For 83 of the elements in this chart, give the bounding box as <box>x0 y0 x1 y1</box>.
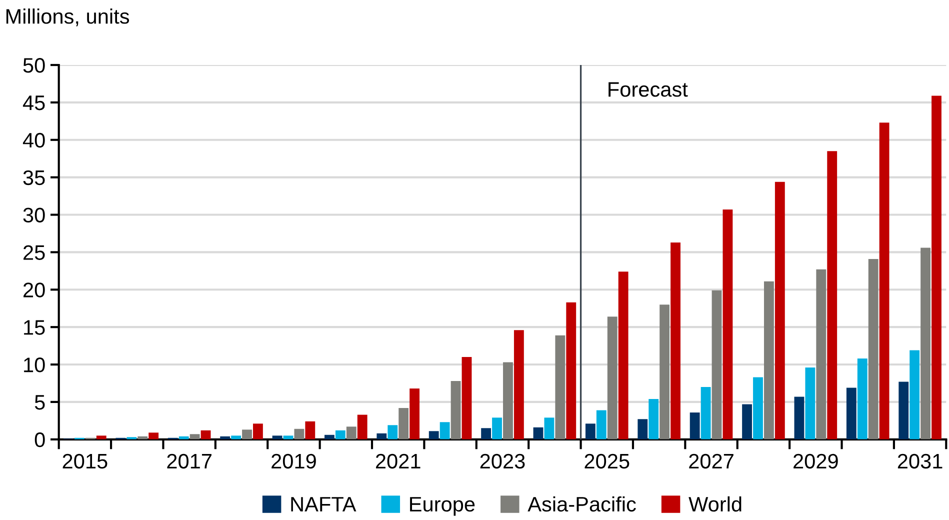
bar <box>618 272 628 440</box>
bar <box>638 419 648 440</box>
bar <box>794 396 804 440</box>
x-tick-label: 2021 <box>376 454 420 469</box>
bar <box>324 434 334 440</box>
bar <box>190 434 200 440</box>
bar <box>242 430 252 440</box>
bar <box>566 302 576 440</box>
bar <box>742 404 752 440</box>
bar <box>816 269 826 440</box>
bar <box>462 357 472 440</box>
bar <box>607 316 618 440</box>
bar <box>722 210 733 440</box>
bar <box>648 398 659 440</box>
bar <box>200 430 211 440</box>
bar <box>544 418 554 440</box>
y-tick-label: 0 <box>34 432 45 448</box>
x-tick-label: 2017 <box>167 454 212 469</box>
bar <box>774 182 785 440</box>
bar <box>148 432 159 440</box>
bar <box>533 427 544 440</box>
bar <box>596 410 606 440</box>
bar <box>753 377 763 440</box>
y-tick-label: 40 <box>22 132 45 148</box>
bar <box>700 386 711 440</box>
bar <box>585 424 596 440</box>
bar <box>388 425 398 440</box>
bar <box>879 122 890 440</box>
bar <box>357 414 368 440</box>
bar <box>428 431 439 440</box>
bar <box>231 436 241 440</box>
x-tick-label: 2029 <box>794 454 838 469</box>
legend-label: Europe <box>410 497 475 516</box>
y-tick-label: 35 <box>23 170 45 186</box>
x-tick-label: 2031 <box>898 454 942 469</box>
bar <box>805 368 816 440</box>
bar <box>690 412 700 440</box>
bar <box>920 248 930 440</box>
bar <box>660 304 670 440</box>
bar <box>376 433 387 440</box>
bar <box>96 436 106 440</box>
bar <box>764 281 774 440</box>
bar <box>398 408 409 440</box>
bar <box>450 380 461 440</box>
legend-label: NAFTA <box>291 497 356 512</box>
x-tick-label: 2027 <box>689 454 734 469</box>
bar <box>294 428 304 440</box>
ref-line-label: Forecast <box>608 82 688 97</box>
y-tick-label: 5 <box>34 395 45 410</box>
bar <box>503 362 513 440</box>
bar <box>492 418 502 440</box>
bar <box>346 426 356 440</box>
y-tick-label: 45 <box>22 96 45 110</box>
bar <box>857 358 868 440</box>
bar <box>932 96 942 440</box>
y-tick-label: 25 <box>24 245 45 260</box>
y-axis-title: Millions, units <box>6 8 130 26</box>
bar <box>898 382 909 440</box>
bar <box>305 421 316 440</box>
legend-label: Asia-Pacific <box>528 496 636 512</box>
bar <box>514 330 524 440</box>
y-tick-label: 15 <box>24 320 45 335</box>
x-tick-label: 2019 <box>272 454 316 469</box>
legend-label: World <box>688 496 742 512</box>
y-tick-label: 30 <box>23 208 45 223</box>
bar <box>410 388 420 440</box>
bar <box>253 424 263 440</box>
y-tick-label: 20 <box>24 282 45 298</box>
y-tick-label: 50 <box>23 58 45 73</box>
y-tick-label: 10 <box>24 358 45 372</box>
bar <box>335 430 346 440</box>
x-tick-label: 2025 <box>584 454 630 469</box>
bar <box>827 151 838 440</box>
bar <box>712 290 722 440</box>
bar <box>910 350 920 440</box>
x-tick-label: 2015 <box>62 454 108 469</box>
bar <box>846 388 856 440</box>
bar <box>868 258 878 440</box>
x-tick-label: 2023 <box>480 454 525 469</box>
bar <box>670 242 680 440</box>
bar <box>440 422 450 440</box>
bar <box>481 428 492 440</box>
bar <box>555 335 566 440</box>
